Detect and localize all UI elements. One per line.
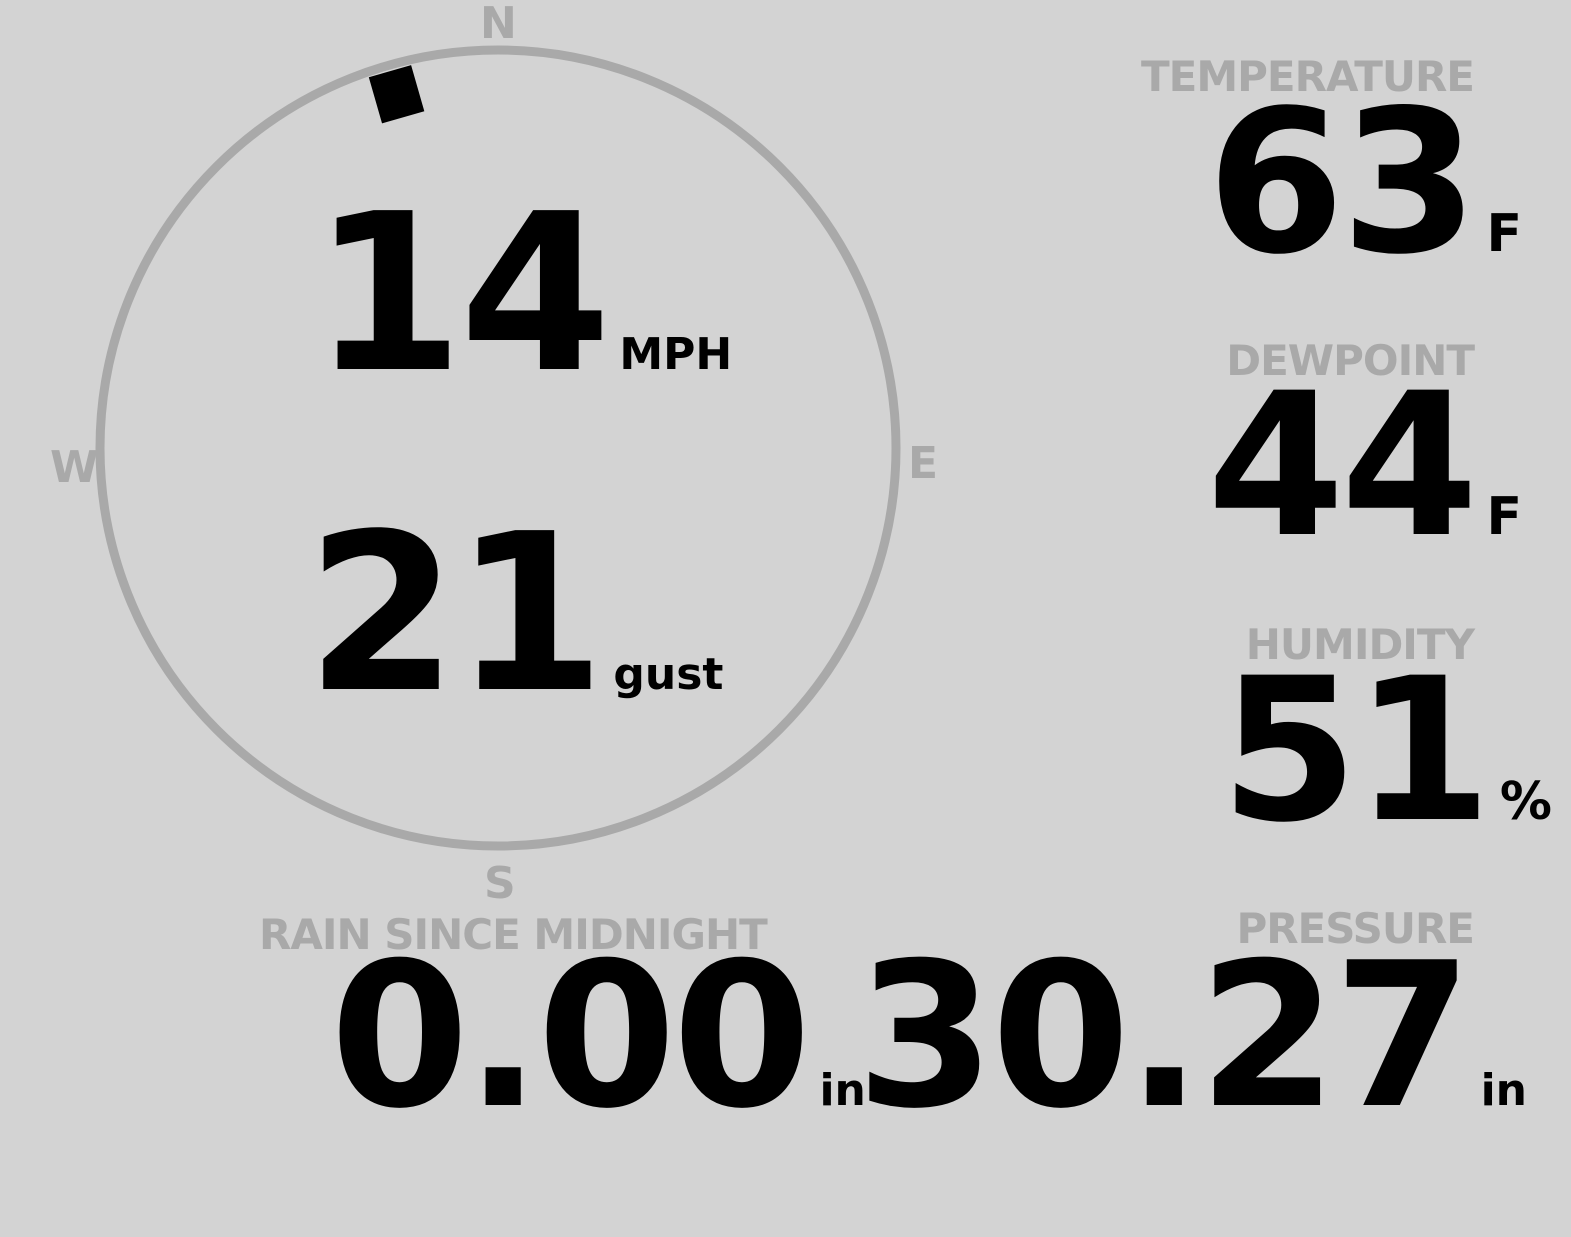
dewpoint-row: 44 F [1206,350,1522,581]
temperature-unit: F [1486,204,1522,264]
rain-label: RAIN SINCE MIDNIGHT [259,910,768,959]
temperature-label: TEMPERATURE [1141,52,1475,101]
compass-east-label: E [908,438,939,489]
wind-gust-row: 21 gust [306,488,724,741]
dewpoint-label: DEWPOINT [1226,336,1475,385]
pressure-unit: in [1480,1065,1527,1116]
pressure-row: 30.27 in [855,920,1527,1153]
humidity-label: HUMIDITY [1245,620,1475,669]
rain-value: 0.00 [330,920,811,1153]
pressure-value: 30.27 [855,920,1473,1153]
humidity-unit: % [1499,772,1552,832]
compass-west-label: W [50,442,99,493]
dewpoint-unit: F [1486,487,1522,547]
wind-speed-row: 14 MPH [312,168,733,421]
wind-gust-value: 21 [306,488,605,741]
compass-south-label: S [484,858,516,909]
humidity-value: 51 [1220,635,1492,866]
humidity-row: 51 % [1220,635,1552,866]
rain-row: 0.00 in [330,920,866,1153]
compass-north-label: N [480,0,517,49]
rain-unit: in [819,1065,866,1116]
pressure-label: PRESSURE [1236,904,1475,953]
wind-speed-value: 14 [312,168,611,421]
temperature-row: 63 F [1206,67,1522,298]
dewpoint-value: 44 [1206,350,1479,581]
compass-ring [95,45,901,851]
wind-speed-unit: MPH [619,329,733,380]
wind-gust-unit: gust [613,649,724,700]
temperature-value: 63 [1206,67,1479,298]
wind-direction-marker [368,65,425,124]
